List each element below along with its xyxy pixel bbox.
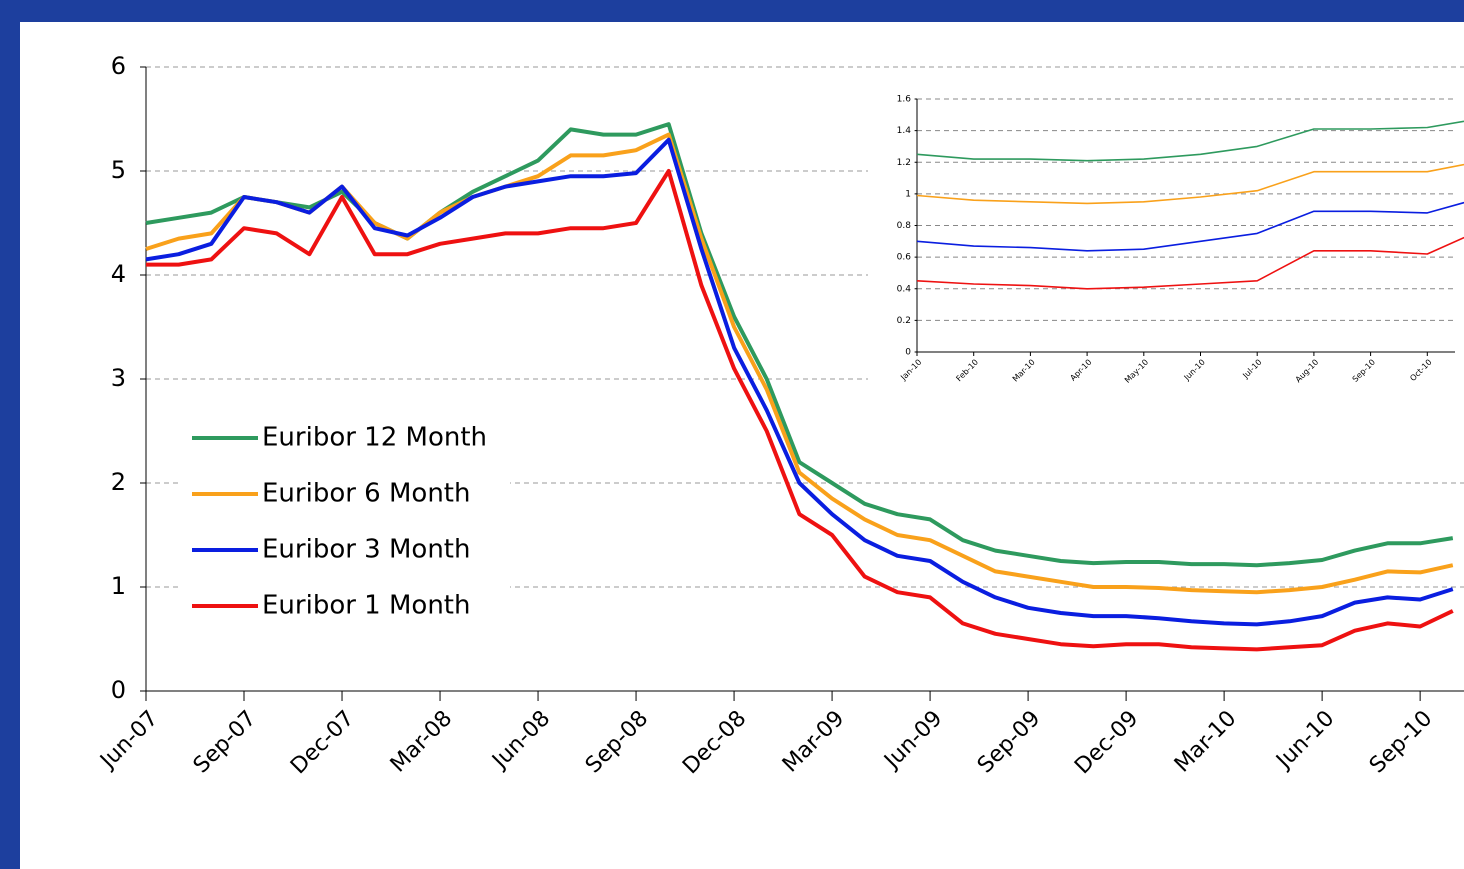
series-line [916,201,1464,252]
legend-label: Euribor 12 Month [262,423,487,453]
series-line [916,163,1464,205]
y-tick-label: 6 [111,52,126,80]
y-tick-label: 0.2 [897,316,911,326]
y-tick-label: 0 [111,676,126,704]
series-line [916,120,1464,162]
legend-label: Euribor 1 Month [262,591,470,621]
legend-label: Euribor 6 Month [262,479,470,509]
y-tick-label: 0.8 [897,221,912,231]
legend-background [180,412,510,634]
series-line [145,132,1454,595]
series-line [916,236,1464,290]
y-tick-label: 1.6 [897,95,912,105]
y-tick-label: 1 [905,189,911,199]
y-tick-label: 5 [111,156,126,184]
y-tick-label: 2 [111,468,126,496]
y-tick-label: 1.2 [897,158,911,168]
y-tick-label: 1 [111,572,126,600]
y-tick-label: 4 [111,260,126,288]
y-tick-label: 0 [905,348,911,358]
legend-label: Euribor 3 Month [262,535,470,565]
y-tick-label: 0.4 [897,284,912,294]
y-tick-label: 1.4 [897,126,912,136]
y-tick-label: 0.6 [897,253,912,263]
series-line [145,137,1454,627]
inset-background [868,84,1464,396]
series-line [146,169,1454,652]
y-tick-label: 3 [111,364,126,392]
